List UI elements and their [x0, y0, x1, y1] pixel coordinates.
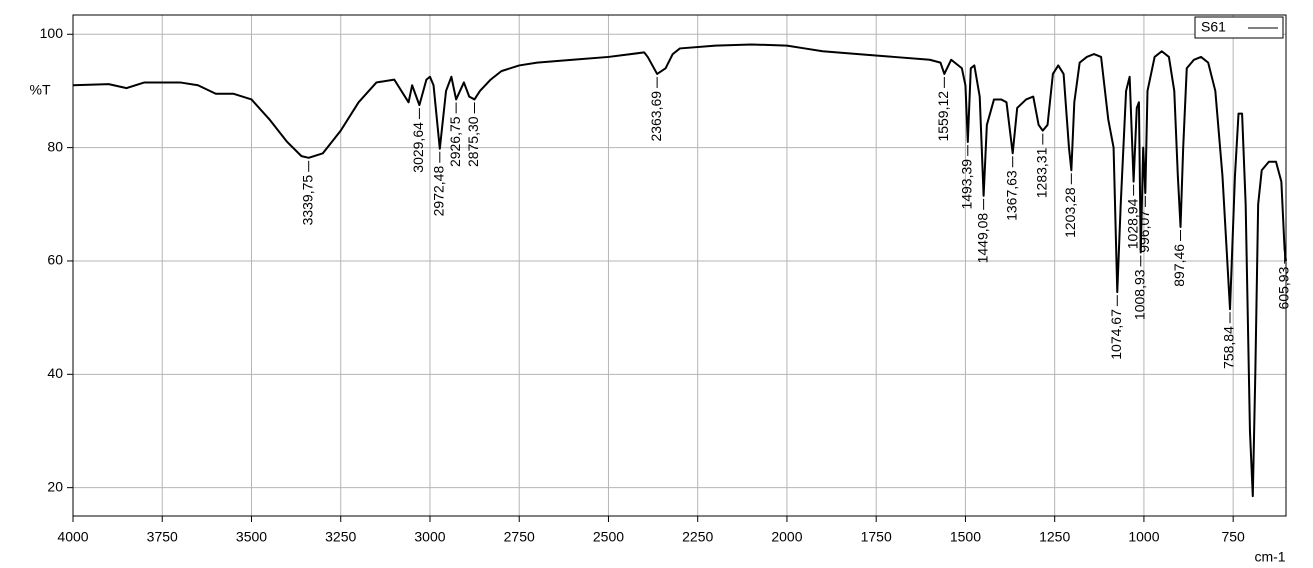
peak-label: 1028,94 — [1124, 198, 1140, 249]
x-tick-label: 3750 — [147, 529, 178, 545]
peak-label: 1559,12 — [935, 91, 951, 142]
legend: S61 — [1194, 16, 1284, 39]
peak-label: 2972,48 — [431, 166, 447, 217]
x-tick-label: 3000 — [414, 529, 445, 545]
peak-label: 3339,75 — [299, 175, 315, 226]
peak-label: 897,46 — [1171, 244, 1187, 287]
peak-label: 3029,64 — [410, 122, 426, 173]
y-tick-label: 60 — [47, 252, 63, 268]
y-tick-label: 100 — [40, 25, 64, 41]
peak-label: 2926,75 — [447, 116, 463, 167]
peak-label: 758,84 — [1221, 326, 1237, 369]
peak-label: 1493,39 — [958, 159, 974, 210]
peak-label: 605,93 — [1275, 266, 1291, 309]
x-tick-label: 2750 — [504, 529, 535, 545]
x-tick-label: 750 — [1221, 529, 1245, 545]
peak-label: 1449,08 — [974, 213, 990, 264]
peak-label: 1008,93 — [1131, 269, 1147, 320]
x-tick-label: 1000 — [1128, 529, 1159, 545]
x-tick-label: 4000 — [57, 529, 88, 545]
peak-label: 996,07 — [1136, 210, 1152, 253]
y-axis-label: %T — [30, 82, 51, 98]
peak-label: 1203,28 — [1062, 187, 1078, 238]
plot-frame — [72, 14, 1287, 517]
peak-label: 1283,31 — [1033, 147, 1049, 198]
x-tick-label: 1250 — [1039, 529, 1070, 545]
y-tick-label: 80 — [47, 138, 63, 154]
peak-label: 2875,30 — [465, 116, 481, 167]
x-tick-label: 3500 — [236, 529, 267, 545]
peak-label: 2363,69 — [648, 91, 664, 142]
y-tick-label: 40 — [47, 365, 63, 381]
x-tick-label: 3250 — [325, 529, 356, 545]
legend-label: S61 — [1201, 19, 1226, 35]
x-axis-label: cm-1 — [1254, 549, 1285, 565]
x-tick-label: 2250 — [682, 529, 713, 545]
peak-label: 1074,67 — [1108, 309, 1124, 360]
peak-label: 1367,63 — [1003, 170, 1019, 221]
legend-box — [1194, 16, 1284, 39]
x-tick-label: 2500 — [593, 529, 624, 545]
spectrum-line — [72, 43, 1287, 498]
x-tick-label: 1750 — [861, 529, 892, 545]
x-tick-label: 1500 — [950, 529, 981, 545]
x-tick-label: 2000 — [771, 529, 802, 545]
y-tick-label: 20 — [47, 478, 63, 494]
